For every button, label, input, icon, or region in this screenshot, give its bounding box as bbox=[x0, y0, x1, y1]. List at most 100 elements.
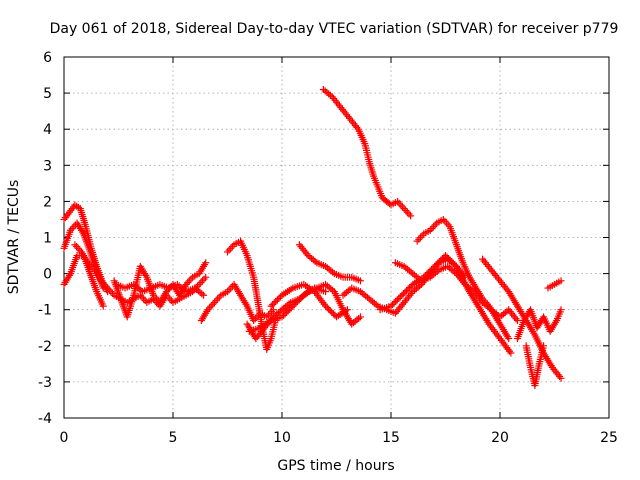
data-point bbox=[451, 261, 459, 269]
data-point bbox=[107, 288, 115, 296]
data-point bbox=[275, 294, 283, 302]
data-point bbox=[322, 302, 330, 310]
x-tick-label: 25 bbox=[600, 430, 618, 446]
data-point bbox=[212, 297, 220, 305]
data-point bbox=[290, 301, 298, 309]
data-point bbox=[270, 299, 278, 307]
series-sat-g bbox=[197, 280, 277, 325]
data-point bbox=[429, 264, 437, 272]
data-point bbox=[449, 259, 457, 267]
series-sat-l bbox=[295, 241, 364, 285]
data-point bbox=[325, 305, 333, 313]
data-point bbox=[423, 270, 431, 278]
y-tick-label: -3 bbox=[38, 375, 52, 391]
y-tick-label: -2 bbox=[38, 339, 52, 355]
data-point bbox=[448, 258, 456, 266]
series-sat-k bbox=[267, 280, 351, 321]
grid-lines bbox=[64, 57, 609, 418]
data-point bbox=[395, 199, 403, 207]
data-point bbox=[225, 246, 233, 254]
x-tick-label: 0 bbox=[60, 430, 69, 446]
data-point bbox=[400, 205, 408, 213]
y-tick-label: 1 bbox=[43, 231, 52, 247]
data-point bbox=[227, 244, 235, 252]
data-point bbox=[426, 267, 434, 275]
data-point bbox=[200, 275, 208, 283]
x-tick-label: 5 bbox=[169, 430, 178, 446]
y-tick-label: 5 bbox=[43, 86, 52, 102]
data-point bbox=[437, 256, 445, 264]
x-tick-label: 15 bbox=[382, 430, 400, 446]
series-sat-s bbox=[513, 306, 565, 343]
data-point bbox=[416, 234, 424, 241]
data-point bbox=[74, 244, 82, 252]
data-point bbox=[402, 206, 410, 214]
data-point bbox=[210, 298, 218, 306]
x-tick-label: 20 bbox=[491, 430, 509, 446]
data-point bbox=[202, 273, 210, 281]
series-sat-f bbox=[112, 280, 208, 299]
series-sat-d bbox=[71, 241, 210, 310]
y-axis-label: SDTVAR / TECUs bbox=[6, 180, 22, 295]
data-point bbox=[287, 304, 295, 312]
data-point bbox=[441, 217, 449, 225]
data-point bbox=[322, 288, 330, 296]
series-sat-r bbox=[479, 255, 565, 382]
data-point bbox=[431, 262, 439, 270]
data-point bbox=[185, 277, 193, 285]
data-point bbox=[198, 277, 206, 285]
data-point bbox=[326, 307, 334, 315]
data-point bbox=[343, 306, 351, 314]
x-axis-label: GPS time / hours bbox=[277, 458, 394, 474]
data-point bbox=[401, 288, 409, 296]
data-point bbox=[442, 252, 449, 260]
data-point bbox=[297, 294, 305, 302]
data-point bbox=[399, 290, 407, 298]
data-point bbox=[398, 291, 406, 299]
data-point bbox=[398, 203, 406, 211]
data-point bbox=[200, 291, 208, 299]
data-point bbox=[507, 349, 515, 357]
data-point bbox=[71, 241, 79, 249]
data-point bbox=[557, 374, 565, 382]
data-point bbox=[430, 223, 438, 231]
data-point bbox=[329, 310, 337, 318]
data-point bbox=[207, 302, 215, 310]
series-sat-h bbox=[224, 237, 279, 353]
data-point bbox=[167, 297, 175, 305]
y-tick-label: -4 bbox=[38, 411, 52, 427]
data-point bbox=[445, 255, 453, 263]
data-point bbox=[73, 243, 81, 251]
data-point bbox=[404, 285, 412, 293]
series-sat-m bbox=[319, 85, 415, 220]
data-point bbox=[283, 308, 291, 316]
axis-ticks bbox=[63, 56, 610, 419]
data-point bbox=[289, 302, 297, 310]
data-point bbox=[224, 248, 231, 256]
data-point bbox=[403, 287, 411, 295]
y-tick-label: 6 bbox=[43, 50, 52, 66]
data-point bbox=[557, 277, 565, 285]
data-point bbox=[407, 212, 415, 220]
series-sat-u bbox=[544, 277, 565, 292]
data-point bbox=[403, 208, 411, 216]
x-tick-labels: 0 5 10 15 20 25 bbox=[60, 430, 618, 446]
data-point bbox=[273, 296, 281, 304]
data-points bbox=[60, 85, 565, 390]
data-point bbox=[269, 306, 277, 314]
series-sat-q bbox=[391, 259, 521, 325]
y-tick-labels: -4 -3 -2 -1 0 1 2 3 4 5 6 bbox=[38, 50, 52, 427]
data-point bbox=[435, 258, 443, 266]
data-point bbox=[295, 296, 303, 304]
data-point bbox=[446, 256, 454, 264]
y-tick-label: -1 bbox=[38, 303, 52, 319]
data-point bbox=[415, 235, 423, 243]
data-point bbox=[284, 307, 292, 315]
data-point bbox=[281, 310, 289, 318]
data-point bbox=[328, 308, 336, 316]
data-point bbox=[505, 335, 513, 343]
data-point bbox=[202, 259, 210, 267]
data-point bbox=[99, 302, 107, 310]
y-tick-label: 2 bbox=[43, 194, 52, 210]
